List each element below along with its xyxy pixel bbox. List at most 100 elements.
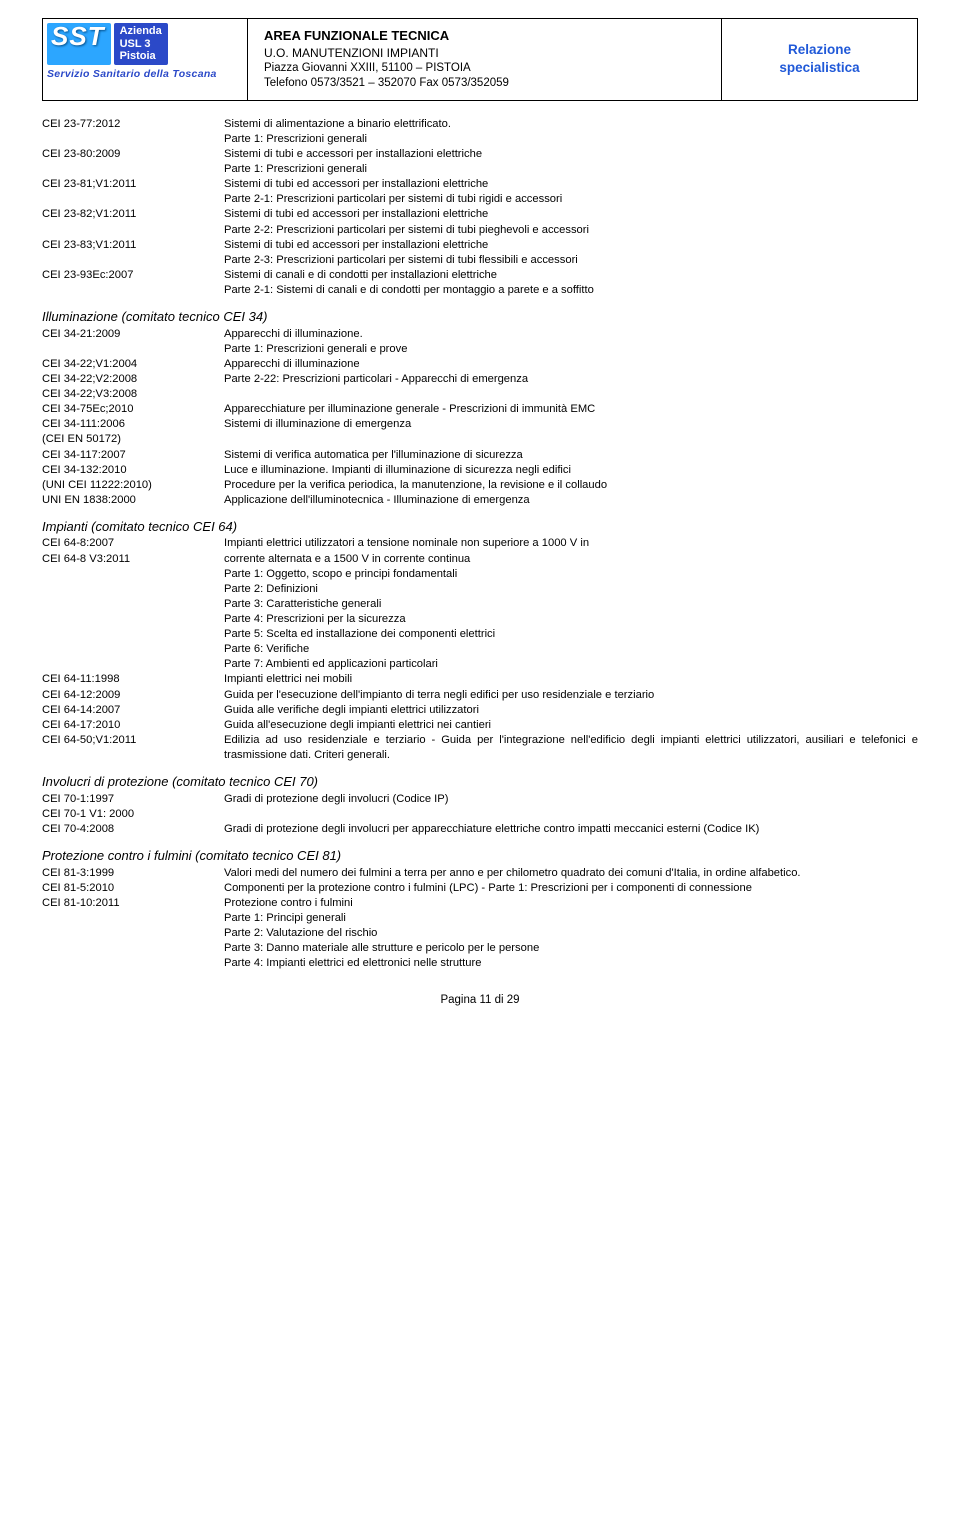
logo-azienda: AziendaUSL 3Pistoia (114, 23, 168, 65)
spec-desc: Sistemi di tubi e accessori per installa… (224, 147, 918, 177)
spec-desc-line: Sistemi di illuminazione di emergenza (224, 417, 918, 432)
spec-desc-line (224, 387, 918, 402)
spec-desc-line: Parte 3: Caratteristiche generali (224, 597, 918, 612)
spec-code: CEI 70-1 V1: 2000 (42, 807, 224, 822)
spec-code: UNI EN 1838:2000 (42, 493, 224, 508)
spec-desc: Procedure per la verifica periodica, la … (224, 478, 918, 493)
spec-desc-line: Gradi di protezione degli involucri (Cod… (224, 792, 918, 807)
spec-row: CEI 70-1:1997Gradi di protezione degli i… (42, 792, 918, 807)
spec-desc-line: Parte 2-2: Prescrizioni particolari per … (224, 223, 918, 238)
spec-code: CEI 64-11:1998 (42, 672, 224, 687)
spec-desc-line: Parte 6: Verifiche (224, 642, 918, 657)
spec-desc (224, 387, 918, 402)
spec-row: CEI 64-8:2007Impianti elettrici utilizza… (42, 536, 918, 551)
spec-desc: Apparecchi di illuminazione (224, 357, 918, 372)
spec-code: CEI 34-111:2006 (42, 417, 224, 432)
spec-code: CEI 34-22;V3:2008 (42, 387, 224, 402)
spec-code: CEI 70-1:1997 (42, 792, 224, 807)
spec-row: (UNI CEI 11222:2010)Procedure per la ver… (42, 478, 918, 493)
spec-desc: Sistemi di illuminazione di emergenza (224, 417, 918, 432)
spec-row: CEI 23-82;V1:2011Sistemi di tubi ed acce… (42, 207, 918, 237)
spec-row: CEI 34-111:2006Sistemi di illuminazione … (42, 417, 918, 432)
spec-code: CEI 34-117:2007 (42, 448, 224, 463)
spec-row: CEI 34-21:2009Apparecchi di illuminazion… (42, 327, 918, 357)
spec-desc-line: Protezione contro i fulmini (224, 896, 918, 911)
spec-desc-line: Sistemi di tubi ed accessori per install… (224, 177, 918, 192)
section-cei-64: CEI 64-8:2007Impianti elettrici utilizza… (42, 536, 918, 763)
spec-row: CEI 23-81;V1:2011Sistemi di tubi ed acce… (42, 177, 918, 207)
spec-desc: Apparecchi di illuminazione.Parte 1: Pre… (224, 327, 918, 357)
spec-desc-line: Sistemi di tubi e accessori per installa… (224, 147, 918, 162)
spec-desc-line: Procedure per la verifica periodica, la … (224, 478, 918, 493)
spec-code: CEI 23-83;V1:2011 (42, 238, 224, 268)
section-cei-23: CEI 23-77:2012Sistemi di alimentazione a… (42, 117, 918, 298)
spec-code: CEI 64-14:2007 (42, 703, 224, 718)
header-uo: U.O. MANUTENZIONI IMPIANTI (264, 45, 709, 61)
spec-row: CEI 64-8 V3:2011corrente alternata e a 1… (42, 552, 918, 673)
logo-subtitle: Servizio Sanitario della Toscana (47, 67, 243, 81)
spec-desc-line: Edilizia ad uso residenziale e terziario… (224, 733, 918, 763)
section-cei-70: CEI 70-1:1997Gradi di protezione degli i… (42, 792, 918, 837)
spec-code: CEI 64-50;V1:2011 (42, 733, 224, 763)
spec-desc-line: Parte 1: Prescrizioni generali (224, 132, 918, 147)
spec-desc-line: Parte 1: Prescrizioni generali e prove (224, 342, 918, 357)
spec-desc-line: Guida per l'esecuzione dell'impianto di … (224, 688, 918, 703)
spec-desc (224, 432, 918, 447)
header-right-l2: specialistica (779, 59, 859, 77)
spec-desc-line: Apparecchi di illuminazione. (224, 327, 918, 342)
spec-desc-line: Sistemi di tubi ed accessori per install… (224, 207, 918, 222)
spec-desc-line: Apparecchi di illuminazione (224, 357, 918, 372)
spec-desc: Edilizia ad uso residenziale e terziario… (224, 733, 918, 763)
spec-desc: Gradi di protezione degli involucri per … (224, 822, 918, 837)
spec-code: CEI 23-77:2012 (42, 117, 224, 147)
page-header: SST AziendaUSL 3Pistoia Servizio Sanitar… (42, 18, 918, 101)
spec-desc-line: Parte 2: Valutazione del rischio (224, 926, 918, 941)
spec-row: CEI 23-77:2012Sistemi di alimentazione a… (42, 117, 918, 147)
spec-desc-line: Parte 2-1: Prescrizioni particolari per … (224, 192, 918, 207)
spec-code: CEI 34-21:2009 (42, 327, 224, 357)
spec-row: CEI 34-22;V2:2008Parte 2-22: Prescrizion… (42, 372, 918, 387)
spec-code: CEI 34-22;V2:2008 (42, 372, 224, 387)
spec-desc: Sistemi di verifica automatica per l'ill… (224, 448, 918, 463)
spec-desc: Impianti elettrici utilizzatori a tensio… (224, 536, 918, 551)
spec-desc-line: Impianti elettrici utilizzatori a tensio… (224, 536, 918, 551)
spec-desc-line: Parte 5: Scelta ed installazione dei com… (224, 627, 918, 642)
spec-desc: Gradi di protezione degli involucri (Cod… (224, 792, 918, 807)
spec-code: (UNI CEI 11222:2010) (42, 478, 224, 493)
spec-row: CEI 64-12:2009Guida per l'esecuzione del… (42, 688, 918, 703)
section-64-title: Impianti (comitato tecnico CEI 64) (42, 518, 918, 536)
spec-code: CEI 64-12:2009 (42, 688, 224, 703)
spec-desc-line: Applicazione dell'illuminotecnica - Illu… (224, 493, 918, 508)
spec-code: CEI 23-93Ec:2007 (42, 268, 224, 298)
spec-row: CEI 34-117:2007Sistemi di verifica autom… (42, 448, 918, 463)
logo-sst: SST (47, 23, 111, 65)
spec-row: CEI 23-93Ec:2007Sistemi di canali e di c… (42, 268, 918, 298)
spec-row: CEI 64-11:1998Impianti elettrici nei mob… (42, 672, 918, 687)
spec-desc-line: Apparecchiature per illuminazione genera… (224, 402, 918, 417)
spec-row: CEI 81-5:2010Componenti per la protezion… (42, 881, 918, 896)
spec-row: CEI 81-10:2011Protezione contro i fulmin… (42, 896, 918, 972)
spec-row: UNI EN 1838:2000Applicazione dell'illumi… (42, 493, 918, 508)
spec-desc: Sistemi di tubi ed accessori per install… (224, 177, 918, 207)
section-81-title: Protezione contro i fulmini (comitato te… (42, 847, 918, 865)
spec-row: CEI 34-22;V1:2004Apparecchi di illuminaz… (42, 357, 918, 372)
section-70-title: Involucri di protezione (comitato tecnic… (42, 773, 918, 791)
spec-desc: Luce e illuminazione. Impianti di illumi… (224, 463, 918, 478)
spec-desc-line: Guida alle verifiche degli impianti elet… (224, 703, 918, 718)
spec-row: CEI 34-22;V3:2008 (42, 387, 918, 402)
spec-row: CEI 34-75Ec;2010Apparecchiature per illu… (42, 402, 918, 417)
spec-desc: Protezione contro i fulminiParte 1: Prin… (224, 896, 918, 972)
section-cei-81: CEI 81-3:1999Valori medi del numero dei … (42, 866, 918, 972)
spec-desc-line: Parte 2-22: Prescrizioni particolari - A… (224, 372, 918, 387)
spec-desc-line: Impianti elettrici nei mobili (224, 672, 918, 687)
spec-desc: Componenti per la protezione contro i fu… (224, 881, 918, 896)
logo-top-row: SST AziendaUSL 3Pistoia (47, 23, 243, 65)
spec-row: (CEI EN 50172) (42, 432, 918, 447)
spec-code: CEI 23-82;V1:2011 (42, 207, 224, 237)
spec-desc-line: Sistemi di canali e di condotti per inst… (224, 268, 918, 283)
spec-code: CEI 81-10:2011 (42, 896, 224, 972)
section-cei-34: CEI 34-21:2009Apparecchi di illuminazion… (42, 327, 918, 508)
spec-code: (CEI EN 50172) (42, 432, 224, 447)
spec-code: CEI 64-17:2010 (42, 718, 224, 733)
spec-row: CEI 81-3:1999Valori medi del numero dei … (42, 866, 918, 881)
